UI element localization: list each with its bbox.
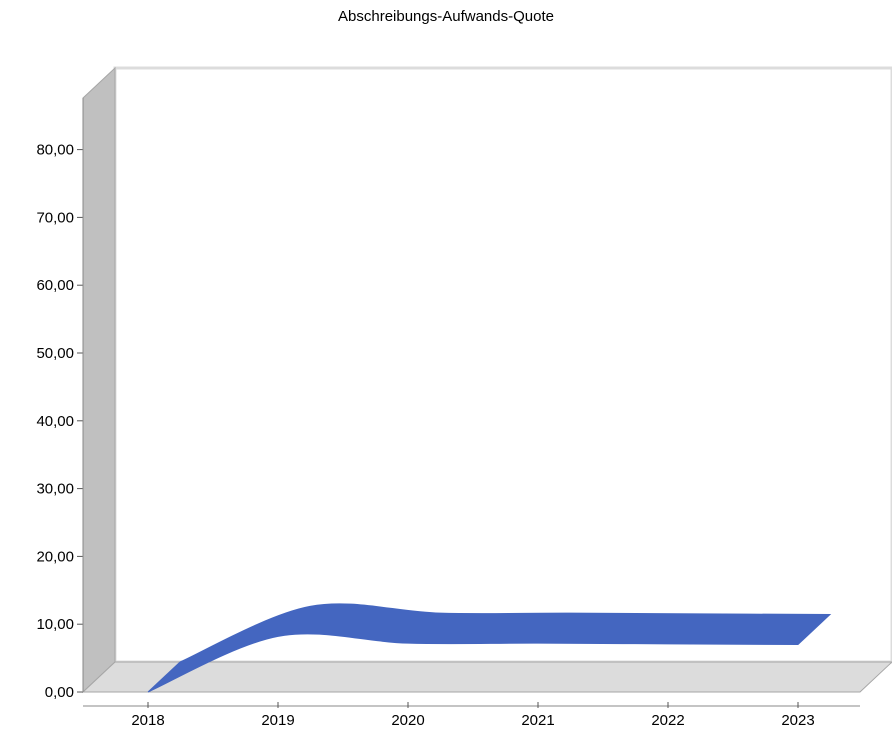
- x-tick-label: 2020: [391, 712, 424, 729]
- series-ribbon: [147, 603, 832, 693]
- x-tick-label: 2022: [651, 712, 684, 729]
- back-wall: [113, 66, 892, 664]
- y-tick-label: 80,00: [36, 142, 74, 159]
- y-tick-label: 20,00: [36, 548, 74, 565]
- chart-title: Abschreibungs-Aufwands-Quote: [338, 8, 554, 25]
- y-tick-label: 30,00: [36, 481, 74, 498]
- y-tick-label: 50,00: [36, 345, 74, 362]
- x-tick-label: 2023: [781, 712, 814, 729]
- left-wall: [82, 66, 116, 694]
- y-tick-label: 60,00: [36, 277, 74, 294]
- x-tick-label: 2021: [521, 712, 554, 729]
- floor: [81, 661, 892, 693]
- y-tick-label: 10,00: [36, 616, 74, 633]
- y-tick-label: 40,00: [36, 413, 74, 430]
- y-tick-label: 70,00: [36, 209, 74, 226]
- x-tick-label: 2019: [261, 712, 294, 729]
- x-tick-label: 2018: [131, 712, 164, 729]
- y-tick-label: 0,00: [45, 684, 74, 701]
